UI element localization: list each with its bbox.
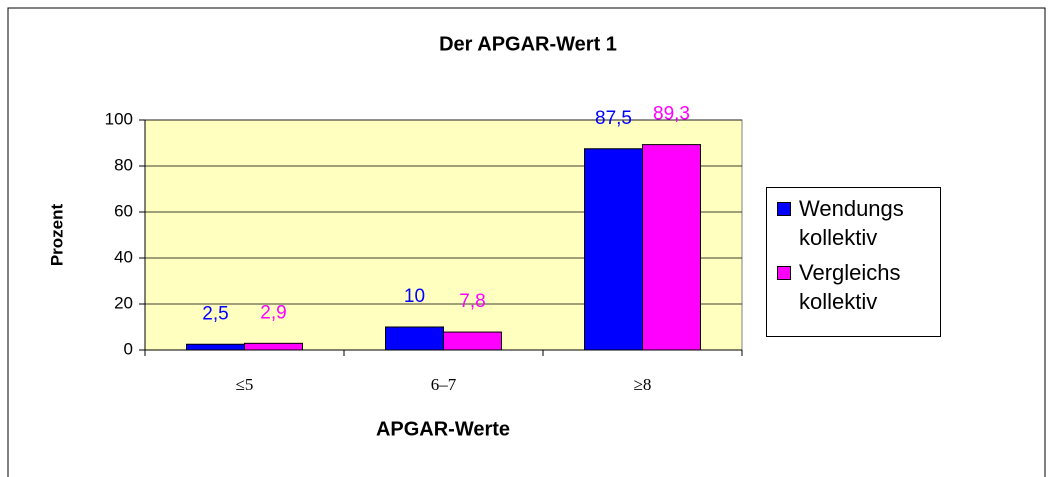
bar — [642, 144, 701, 351]
value-label: 89,3 — [653, 104, 690, 125]
bar — [244, 342, 303, 351]
y-axis-title: Prozent — [47, 203, 66, 266]
x-tick-label: ≤5 — [236, 375, 254, 394]
y-tick-label: 20 — [114, 293, 133, 312]
legend: Wendungs kollektiv Vergleichs kollektiv — [766, 187, 941, 337]
legend-swatch — [777, 202, 791, 216]
bar — [584, 148, 643, 351]
y-tick-label: 0 — [124, 339, 133, 358]
y-tick-label: 80 — [114, 155, 133, 174]
value-label: 2,5 — [202, 303, 228, 324]
bar — [186, 343, 245, 351]
bar — [385, 326, 444, 351]
y-tick-label: 100 — [105, 109, 133, 128]
y-tick-label: 60 — [114, 201, 133, 220]
legend-swatch — [777, 266, 791, 280]
bar — [443, 331, 502, 351]
y-tick-label: 40 — [114, 247, 133, 266]
value-label: 2,9 — [260, 302, 286, 323]
legend-item: Vergleichs kollektiv — [777, 258, 940, 316]
x-tick-label: ≥8 — [634, 375, 652, 394]
x-axis-title: APGAR-Werte — [376, 418, 510, 440]
x-tick-label: 6–7 — [431, 375, 457, 394]
value-label: 10 — [404, 286, 425, 307]
legend-item: Wendungs kollektiv — [777, 194, 940, 252]
legend-label: Wendungs kollektiv — [799, 196, 904, 250]
value-label: 87,5 — [595, 108, 632, 129]
value-label: 7,8 — [459, 291, 485, 312]
legend-label: Vergleichs kollektiv — [799, 260, 901, 314]
chart-title: Der APGAR-Wert 1 — [439, 33, 617, 55]
